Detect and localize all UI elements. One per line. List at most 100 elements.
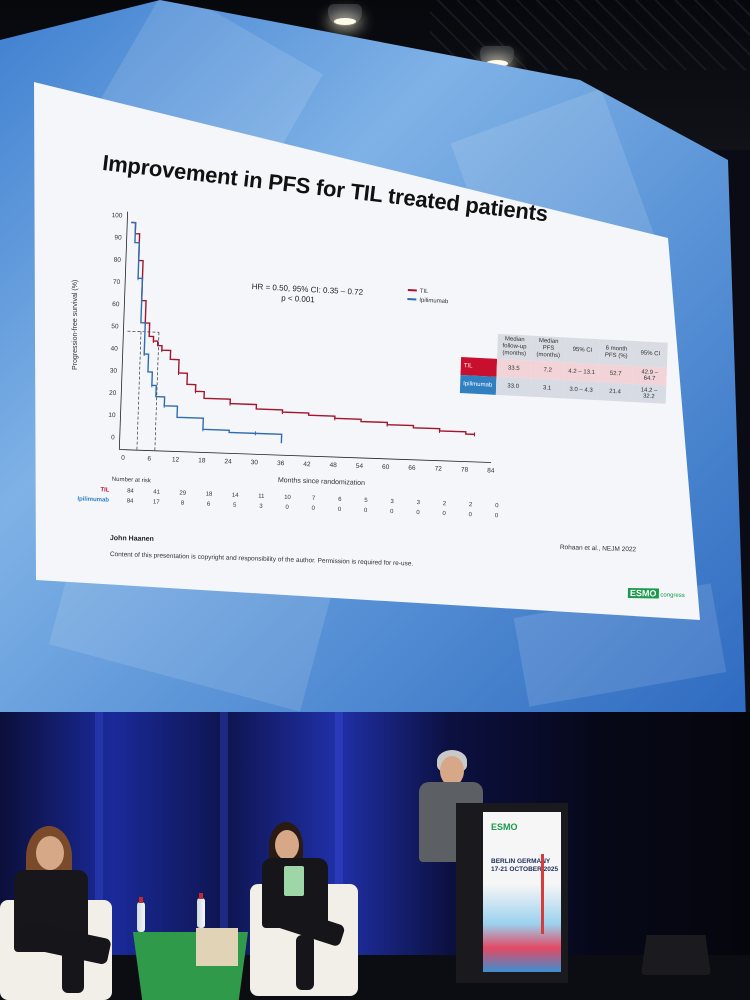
table-cell: 33.0 bbox=[495, 376, 531, 397]
esmo-logo-text: ESMO bbox=[627, 588, 659, 599]
curtain-light bbox=[335, 712, 343, 972]
x-tick-label: 72 bbox=[435, 466, 443, 473]
table-cell: 3.1 bbox=[529, 378, 565, 399]
x-tick-label: 18 bbox=[198, 457, 206, 464]
water-bottle bbox=[137, 897, 145, 932]
risk-cell: 18 bbox=[205, 491, 213, 498]
x-tick-label: 6 bbox=[147, 456, 151, 463]
x-tick-label: 60 bbox=[382, 464, 390, 471]
risk-cell: 0 bbox=[311, 505, 316, 512]
risk-cell: 0 bbox=[494, 513, 499, 520]
y-tick-label: 30 bbox=[110, 368, 118, 375]
esmo-logo-small: congress bbox=[660, 592, 685, 599]
risk-cell: 0 bbox=[285, 504, 289, 511]
arm-label: TIL bbox=[460, 356, 498, 377]
risk-cell: 0 bbox=[389, 508, 394, 516]
x-tick-label: 66 bbox=[408, 465, 416, 472]
x-tick-label: 84 bbox=[487, 467, 495, 474]
curtain-light bbox=[220, 712, 228, 972]
table-cell: 21.4 bbox=[597, 382, 633, 402]
risk-cell: 3 bbox=[259, 503, 263, 510]
risk-arm-label: Ipilimumab bbox=[77, 496, 110, 504]
x-tick-label: 36 bbox=[277, 460, 285, 467]
risk-cell: 10 bbox=[284, 494, 291, 501]
x-tick-label: 0 bbox=[121, 455, 125, 462]
x-tick-label: 54 bbox=[356, 463, 364, 470]
table-cell: 7.2 bbox=[530, 360, 566, 381]
kaplan-meier-chart: 0 10 20 30 40 50 60 70 80 90 100 0 6 12 18 24 30 36 42 48 54… bbox=[108, 211, 495, 475]
x-tick-label: 30 bbox=[251, 459, 259, 466]
table-cell: 4.2 – 13.1 bbox=[564, 362, 599, 383]
header-ci-2: 95% CI bbox=[632, 341, 668, 368]
risk-cell: 11 bbox=[258, 493, 265, 500]
risk-cell: 7 bbox=[311, 495, 316, 502]
y-tick-label: 70 bbox=[113, 279, 121, 286]
risk-cell: 84 bbox=[126, 498, 134, 505]
risk-cell: 0 bbox=[442, 511, 446, 518]
table-cell: 52.7 bbox=[598, 364, 633, 384]
y-tick-label: 0 bbox=[111, 434, 115, 441]
table-cell: 14.2 – 32.2 bbox=[631, 383, 667, 404]
arm-label: Ipilimumab bbox=[459, 374, 497, 395]
header-ci-1: 95% CI bbox=[565, 337, 600, 365]
km-curve-ipilimumab bbox=[131, 221, 283, 444]
stage-monitor-speaker bbox=[641, 935, 711, 975]
y-tick-label: 80 bbox=[114, 257, 122, 264]
water-bottle bbox=[197, 893, 205, 928]
risk-cell: 8 bbox=[180, 500, 185, 507]
risk-cell: 2 bbox=[442, 501, 447, 508]
risk-cell: 0 bbox=[363, 507, 368, 515]
podium-city: BERLIN GERMANY bbox=[491, 858, 551, 865]
header-6-month-pfs: 6 month PFS (%) bbox=[598, 339, 634, 366]
risk-cell: 14 bbox=[231, 492, 239, 499]
km-curve-til bbox=[131, 221, 475, 436]
y-axis-line bbox=[118, 211, 129, 450]
table-cell: 3.0 – 4.3 bbox=[563, 380, 599, 401]
y-tick-label: 90 bbox=[114, 234, 122, 241]
y-tick-label: 60 bbox=[112, 301, 120, 308]
y-tick-label: 10 bbox=[108, 412, 116, 419]
x-tick-label: 78 bbox=[461, 466, 469, 473]
podium-sign: ESMO BERLIN GERMANY 17-21 OCTOBER 2025 bbox=[483, 812, 561, 972]
table-cell: 42.9 – 64.7 bbox=[632, 365, 667, 386]
table-cell: 33.5 bbox=[496, 358, 532, 379]
y-tick-label: 100 bbox=[111, 212, 122, 219]
risk-cell: 41 bbox=[153, 489, 161, 496]
blank-header bbox=[461, 332, 498, 359]
risk-cell: 0 bbox=[337, 506, 342, 513]
curtain-light bbox=[95, 712, 103, 972]
stage-floor bbox=[0, 955, 750, 1000]
x-axis-line bbox=[119, 449, 492, 463]
risk-cell: 2 bbox=[468, 502, 473, 509]
risk-cell: 0 bbox=[468, 512, 473, 519]
risk-cell: 6 bbox=[338, 496, 342, 503]
esmo-logo: ESMO congress bbox=[627, 588, 685, 599]
x-tick-label: 24 bbox=[224, 458, 232, 465]
x-tick-label: 42 bbox=[303, 461, 311, 468]
risk-cell: 3 bbox=[416, 500, 421, 507]
risk-cell: 17 bbox=[152, 499, 160, 506]
lighting-truss bbox=[430, 0, 750, 70]
y-tick-label: 50 bbox=[111, 323, 119, 330]
header-median-pfs: Median PFS (months) bbox=[531, 335, 566, 363]
spotlight bbox=[328, 4, 362, 26]
risk-arm-label: TIL bbox=[100, 487, 110, 494]
summary-table: Median follow-up (months) Median PFS (mo… bbox=[459, 332, 668, 404]
y-tick-label: 20 bbox=[109, 390, 117, 397]
author-name: John Haanen bbox=[109, 535, 154, 543]
podium-dates: 17-21 OCTOBER 2025 bbox=[491, 866, 559, 873]
risk-cell: 5 bbox=[232, 502, 237, 509]
risk-cell: 0 bbox=[495, 503, 499, 510]
y-tick-label: 40 bbox=[110, 345, 118, 352]
risk-cell: 6 bbox=[206, 501, 211, 508]
risk-cell: 5 bbox=[364, 497, 368, 505]
x-tick-label: 12 bbox=[172, 456, 180, 463]
risk-cell: 0 bbox=[416, 510, 420, 517]
podium-event-info: BERLIN GERMANY 17-21 OCTOBER 2025 bbox=[491, 858, 558, 874]
risk-cell: 84 bbox=[127, 488, 134, 495]
risk-cell: 29 bbox=[179, 490, 187, 497]
stage-backdrop bbox=[0, 712, 750, 1000]
header-median-follow-up: Median follow-up (months) bbox=[497, 333, 532, 361]
median-reference-line bbox=[127, 330, 159, 333]
spotlight bbox=[480, 46, 514, 68]
